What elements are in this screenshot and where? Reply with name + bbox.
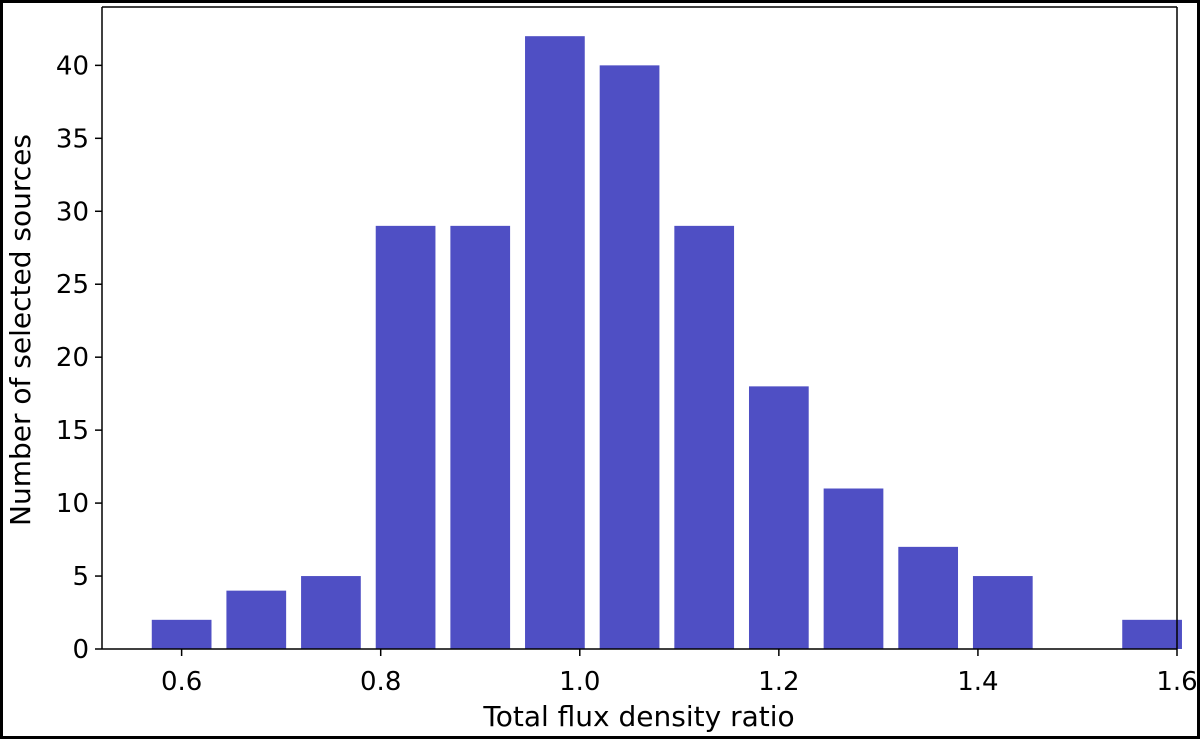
bar bbox=[1122, 619, 1182, 649]
bar bbox=[151, 619, 212, 649]
bar bbox=[450, 225, 511, 650]
x-tick-label: 0.6 bbox=[161, 667, 202, 697]
x-axis-label: Total flux density ratio bbox=[482, 700, 794, 733]
ticks-group: 0.6 0.8 1.0 1.2 1.4 1.6 0 5 10 15 20 25 30 35 40 bbox=[56, 51, 1198, 697]
bar bbox=[375, 225, 436, 650]
bar bbox=[972, 576, 1033, 649]
bars-group bbox=[151, 36, 1182, 650]
bar bbox=[301, 576, 361, 649]
y-tick-label: 20 bbox=[56, 343, 89, 373]
y-axis-label: Number of selected sources bbox=[4, 134, 37, 526]
bar bbox=[226, 590, 287, 649]
x-tick-label: 1.6 bbox=[1156, 667, 1197, 697]
x-tick-label: 1.0 bbox=[559, 667, 600, 697]
y-tick-label: 15 bbox=[56, 416, 89, 446]
y-tick-label: 0 bbox=[72, 635, 89, 665]
bar bbox=[898, 546, 959, 649]
x-tick-label: 1.4 bbox=[957, 667, 998, 697]
y-tick-label: 30 bbox=[56, 197, 89, 227]
axes-group bbox=[101, 6, 1178, 650]
y-tick-label: 10 bbox=[56, 489, 89, 519]
bar bbox=[599, 65, 660, 650]
y-tick-label: 35 bbox=[56, 124, 89, 154]
bar bbox=[525, 36, 585, 650]
y-tick-label: 40 bbox=[56, 51, 89, 81]
y-tick-label: 5 bbox=[72, 562, 89, 592]
bar bbox=[674, 225, 735, 650]
bar bbox=[823, 488, 884, 649]
bar bbox=[748, 386, 809, 649]
y-tick-label: 25 bbox=[56, 270, 89, 300]
x-tick-label: 1.2 bbox=[758, 667, 799, 697]
x-tick-label: 0.8 bbox=[360, 667, 401, 697]
